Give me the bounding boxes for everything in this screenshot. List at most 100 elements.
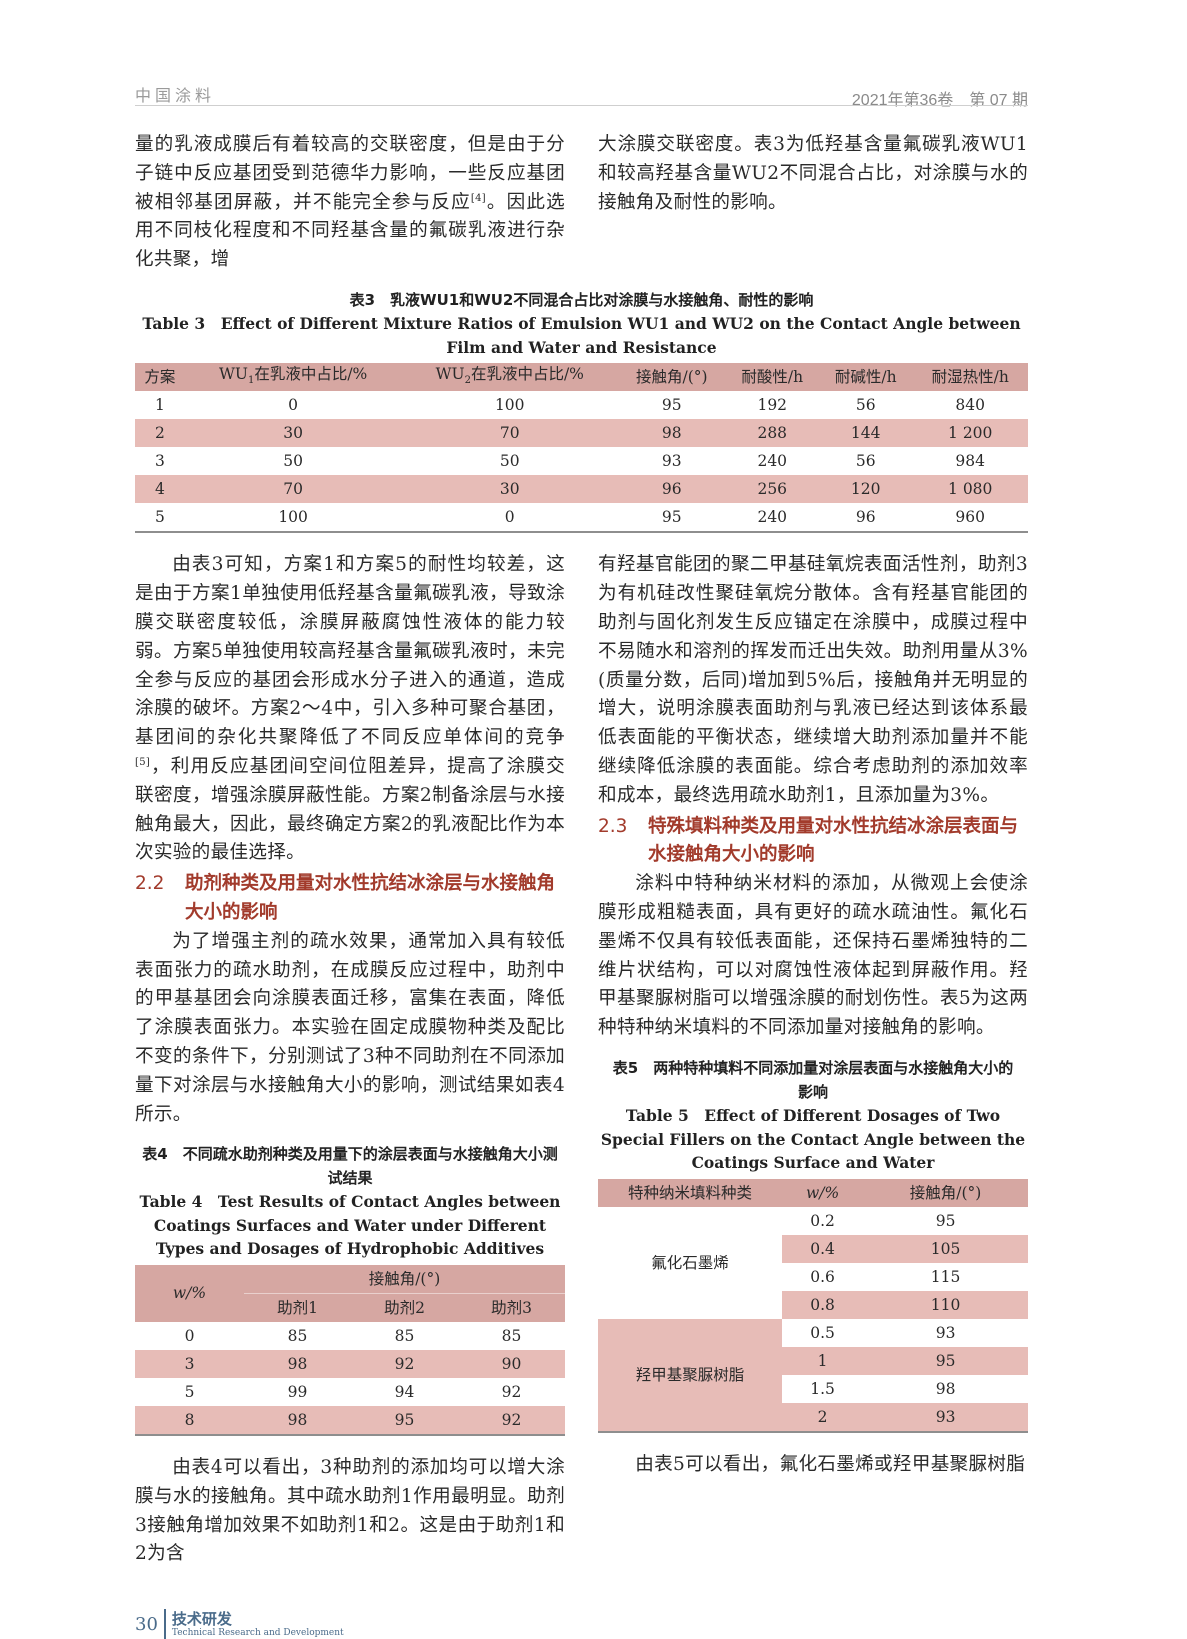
text: 。因此选用不同枝化程度和不同羟基含量的氟碳乳液进行杂化共聚，增: [135, 191, 565, 271]
table-cell: 120: [818, 475, 913, 504]
column-header: 耐酸性/h: [725, 363, 819, 392]
table-cell: 0: [288, 396, 299, 415]
table-row: 0.6 115: [598, 1263, 1028, 1291]
text: 由表3可知，方案1和方案5的耐性均较差，这是由于方案1单独使用低羟基含量氟碳乳液…: [135, 554, 565, 749]
table-cell: 30: [184, 419, 402, 448]
table-cell: 95: [661, 508, 682, 527]
section-number: 2.3: [598, 815, 628, 837]
table-cell: 93: [935, 1323, 956, 1342]
table3: 方案 WU1在乳液中占比/% WU2在乳液中占比/% 接触角/(°) 耐酸性/h 耐碱性/…: [135, 363, 1028, 534]
column-header: w/%: [782, 1178, 864, 1207]
column-header-angle: 接触角/(°): [244, 1264, 565, 1294]
text: ，利用反应基团间空间位阻差异，提高了涂膜交联密度，增强涂膜屏蔽性能。方案2制备涂…: [135, 756, 565, 864]
table4-caption-cn: 表4 不同疏水助剂种类及用量下的涂层表面与水接触角大小测试结果: [142, 1145, 558, 1187]
citation: [4]: [470, 192, 486, 204]
table5-caption-cn: 表5 两种特种填料不同添加量对涂层表面与水接触角大小的影响: [612, 1059, 1014, 1101]
table-cell: 50: [283, 452, 303, 471]
table-cell: 30: [401, 475, 619, 504]
table-cell: 0.5: [810, 1323, 835, 1342]
table-subheader-row: 助剂1 助剂2 助剂3: [135, 1292, 565, 1322]
text: WU: [435, 364, 465, 383]
table4-caption-en: Table 4 Test Results of Contact Angles b…: [139, 1192, 561, 1259]
paragraph: 由表5可以看出，氟化石墨烯或羟甲基聚脲树脂: [635, 1453, 1026, 1475]
paragraph: 量的乳液成膜后有着较高的交联密度，但是由于分子链中反应基团受到范德华力影响，一些…: [135, 131, 565, 275]
table-row: 5 100 0 95 240 96 960: [135, 503, 1028, 532]
table-row: 4 70 30 96 256 120 1 080: [135, 475, 1028, 504]
table-row: 8 98 95 92: [135, 1405, 565, 1435]
table-cell: 0: [184, 1326, 195, 1345]
right-column: 有羟基官能团的聚二甲基硅氧烷表面活性剂，助剂3为有机硅改性聚硅氧烷分散体。含有羟…: [598, 551, 1028, 1479]
column-header: 助剂2: [351, 1292, 458, 1322]
table-cell: 95: [351, 1405, 458, 1435]
table5: 特种纳米填料种类 w/% 接触角/(°) 氟化石墨烯 0.2 95 0.4 105 0.6 115…: [598, 1178, 1028, 1433]
table-cell: 98: [935, 1379, 956, 1398]
group-cell: 羟甲基聚脲树脂: [598, 1318, 782, 1432]
table-cell: 3: [135, 1349, 244, 1378]
table-cell: 960: [955, 508, 986, 527]
table-cell: 0: [504, 508, 515, 527]
table-cell: 95: [935, 1211, 956, 1230]
section-title: 特殊填料种类及用量对水性抗结冰涂层表面与水接触角大小的影响: [648, 815, 1019, 866]
table-cell: 96: [855, 508, 876, 527]
page-body: 量的乳液成膜后有着较高的交联密度，但是由于分子链中反应基团受到范德华力影响，一些…: [135, 131, 1028, 1639]
table-row: 1 95: [598, 1346, 1028, 1375]
table3-block: 表3 乳液WU1和WU2不同混合占比对涂膜与水接触角、耐性的影响 Table 3…: [135, 289, 1028, 534]
table-cell: 840: [955, 396, 986, 415]
page-number: 30: [135, 1613, 158, 1635]
column-header: 耐湿热性/h: [912, 363, 1028, 392]
table-cell: 98: [244, 1349, 351, 1378]
paragraph: 有羟基官能团的聚二甲基硅氧烷表面活性剂，助剂3为有机硅改性聚硅氧烷分散体。含有羟…: [598, 554, 1028, 806]
column-header: 助剂3: [458, 1292, 565, 1322]
table4-block: 表4 不同疏水助剂种类及用量下的涂层表面与水接触角大小测试结果 Table 4 …: [135, 1143, 565, 1436]
table-cell: 94: [394, 1382, 415, 1401]
paragraph: 大涂膜交联密度。表3为低羟基含量氟碳乳液WU1和较高羟基含量WU2不同混合占比，…: [598, 134, 1028, 213]
table-cell: 0.2: [810, 1211, 835, 1230]
table-header-row: w/% 接触角/(°): [135, 1264, 565, 1322]
table-cell: 56: [855, 396, 876, 415]
table-cell: 85: [394, 1326, 415, 1345]
table-row: 2 93: [598, 1402, 1028, 1432]
intro-row: 量的乳液成膜后有着较高的交联密度，但是由于分子链中反应基团受到范德华力影响，一些…: [135, 131, 1028, 275]
table5-block: 表5 两种特种填料不同添加量对涂层表面与水接触角大小的影响 Table 5 Ef…: [598, 1057, 1028, 1433]
table-cell: 144: [818, 419, 913, 448]
table-cell: 1: [782, 1346, 864, 1375]
table-row: 0 85 85 85: [135, 1322, 565, 1350]
table-cell: 2: [782, 1402, 864, 1432]
section-heading-2-2: 2.2 助剂种类及用量对水性抗结冰涂层与水接触角大小的影响: [135, 870, 565, 928]
table4: w/% 接触角/(°) 助剂1 助剂2 助剂3 0 85 85 85 3 98 92 90 5 99 94 92…: [135, 1264, 565, 1436]
table-row: 2 30 70 98 288 144 1 200: [135, 419, 1028, 448]
table-cell: 256: [725, 475, 819, 504]
table-cell: 240: [757, 508, 788, 527]
column-header: WU2在乳液中占比/%: [401, 363, 619, 392]
issue-info: 2021年第36卷 第 07 期: [851, 92, 1028, 109]
column-header: 接触角/(°): [618, 363, 726, 392]
table-cell: 56: [855, 452, 876, 471]
table-cell: 92: [501, 1382, 522, 1401]
table-cell: 99: [287, 1382, 308, 1401]
table-row: 氟化石墨烯 0.2 95: [598, 1206, 1028, 1319]
table-cell: 85: [501, 1326, 522, 1345]
column-header: WU1在乳液中占比/%: [184, 363, 402, 392]
table-cell: 90: [458, 1349, 565, 1378]
table-row: 0.4 105: [598, 1234, 1028, 1263]
footer-section: 技术研发 Technical Research and Development: [172, 1610, 344, 1639]
table-cell: 98: [618, 419, 726, 448]
table-cell: 0.6: [810, 1267, 835, 1286]
group-cell: 氟化石墨烯: [598, 1206, 782, 1319]
paragraph: 由表3可知，方案1和方案5的耐性均较差，这是由于方案1单独使用低羟基含量氟碳乳液…: [135, 551, 565, 868]
text: 在乳液中占比/%: [254, 364, 368, 383]
table-cell: 50: [499, 452, 520, 471]
text: 量的乳液成膜后有着较高的交联密度，但是由于分子链中反应基团受到范德华力影响，一些…: [135, 134, 565, 213]
paragraph: 由表4可以看出，3种助剂的添加均可以增大涂膜与水的接触角。其中疏水助剂1作用最明…: [135, 1456, 565, 1565]
table-cell: 1.5: [810, 1379, 835, 1398]
paragraph: 为了增强主剂的疏水效果，通常加入具有较低表面张力的疏水助剂，在成膜反应过程中，助…: [135, 930, 565, 1125]
table-cell: 8: [135, 1405, 244, 1435]
table-cell: 2: [135, 419, 185, 448]
column-header: 方案: [135, 363, 185, 392]
table-cell: 115: [930, 1267, 961, 1286]
table-cell: 100: [278, 508, 308, 527]
table5-caption-en: Table 5 Effect of Different Dosages of T…: [600, 1106, 1026, 1173]
footer-section-en: Technical Research and Development: [171, 1627, 344, 1638]
journal-name: 中国涂料: [135, 86, 216, 105]
subscript: 1: [247, 375, 255, 387]
